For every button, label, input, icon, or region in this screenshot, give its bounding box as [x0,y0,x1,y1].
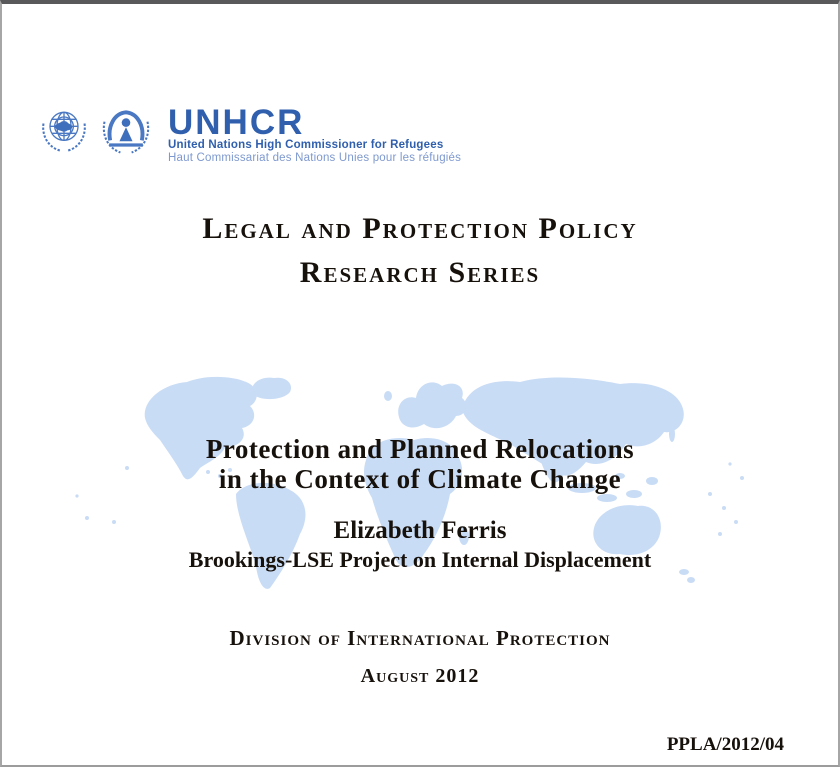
reference-number: PPLA/2012/04 [666,734,784,755]
author-affiliation: Brookings-LSE Project on Internal Displa… [188,547,652,572]
document-title-line2: in the Context of Climate Change [218,464,622,494]
un-emblem-icon [42,111,86,152]
unhcr-tagline-english: United Nations High Commissioner for Ref… [168,139,444,151]
division-line: Division of International Protection [229,626,611,650]
unhcr-emblem-icon [102,110,150,154]
unhcr-logo-text: UNHCR United Nations High Commissioner f… [168,103,462,164]
unhcr-logo-block: UNHCR United Nations High Commissioner f… [36,103,462,164]
unhcr-wordmark: UNHCR [168,103,305,142]
series-title-line1: Legal and Protection Policy [202,212,638,245]
publication-date: August 2012 [360,665,480,687]
document-title: Protection and Planned Relocations in th… [2,434,838,494]
series-title: Legal and Protection Policy Research Ser… [2,207,838,295]
author-name: Elizabeth Ferris [333,517,507,544]
unhcr-tagline-french: Haut Commissariat des Nations Unies pour… [168,152,462,164]
series-title-line2: Research Series [299,256,541,289]
document-title-line1: Protection and Planned Relocations [205,434,635,464]
